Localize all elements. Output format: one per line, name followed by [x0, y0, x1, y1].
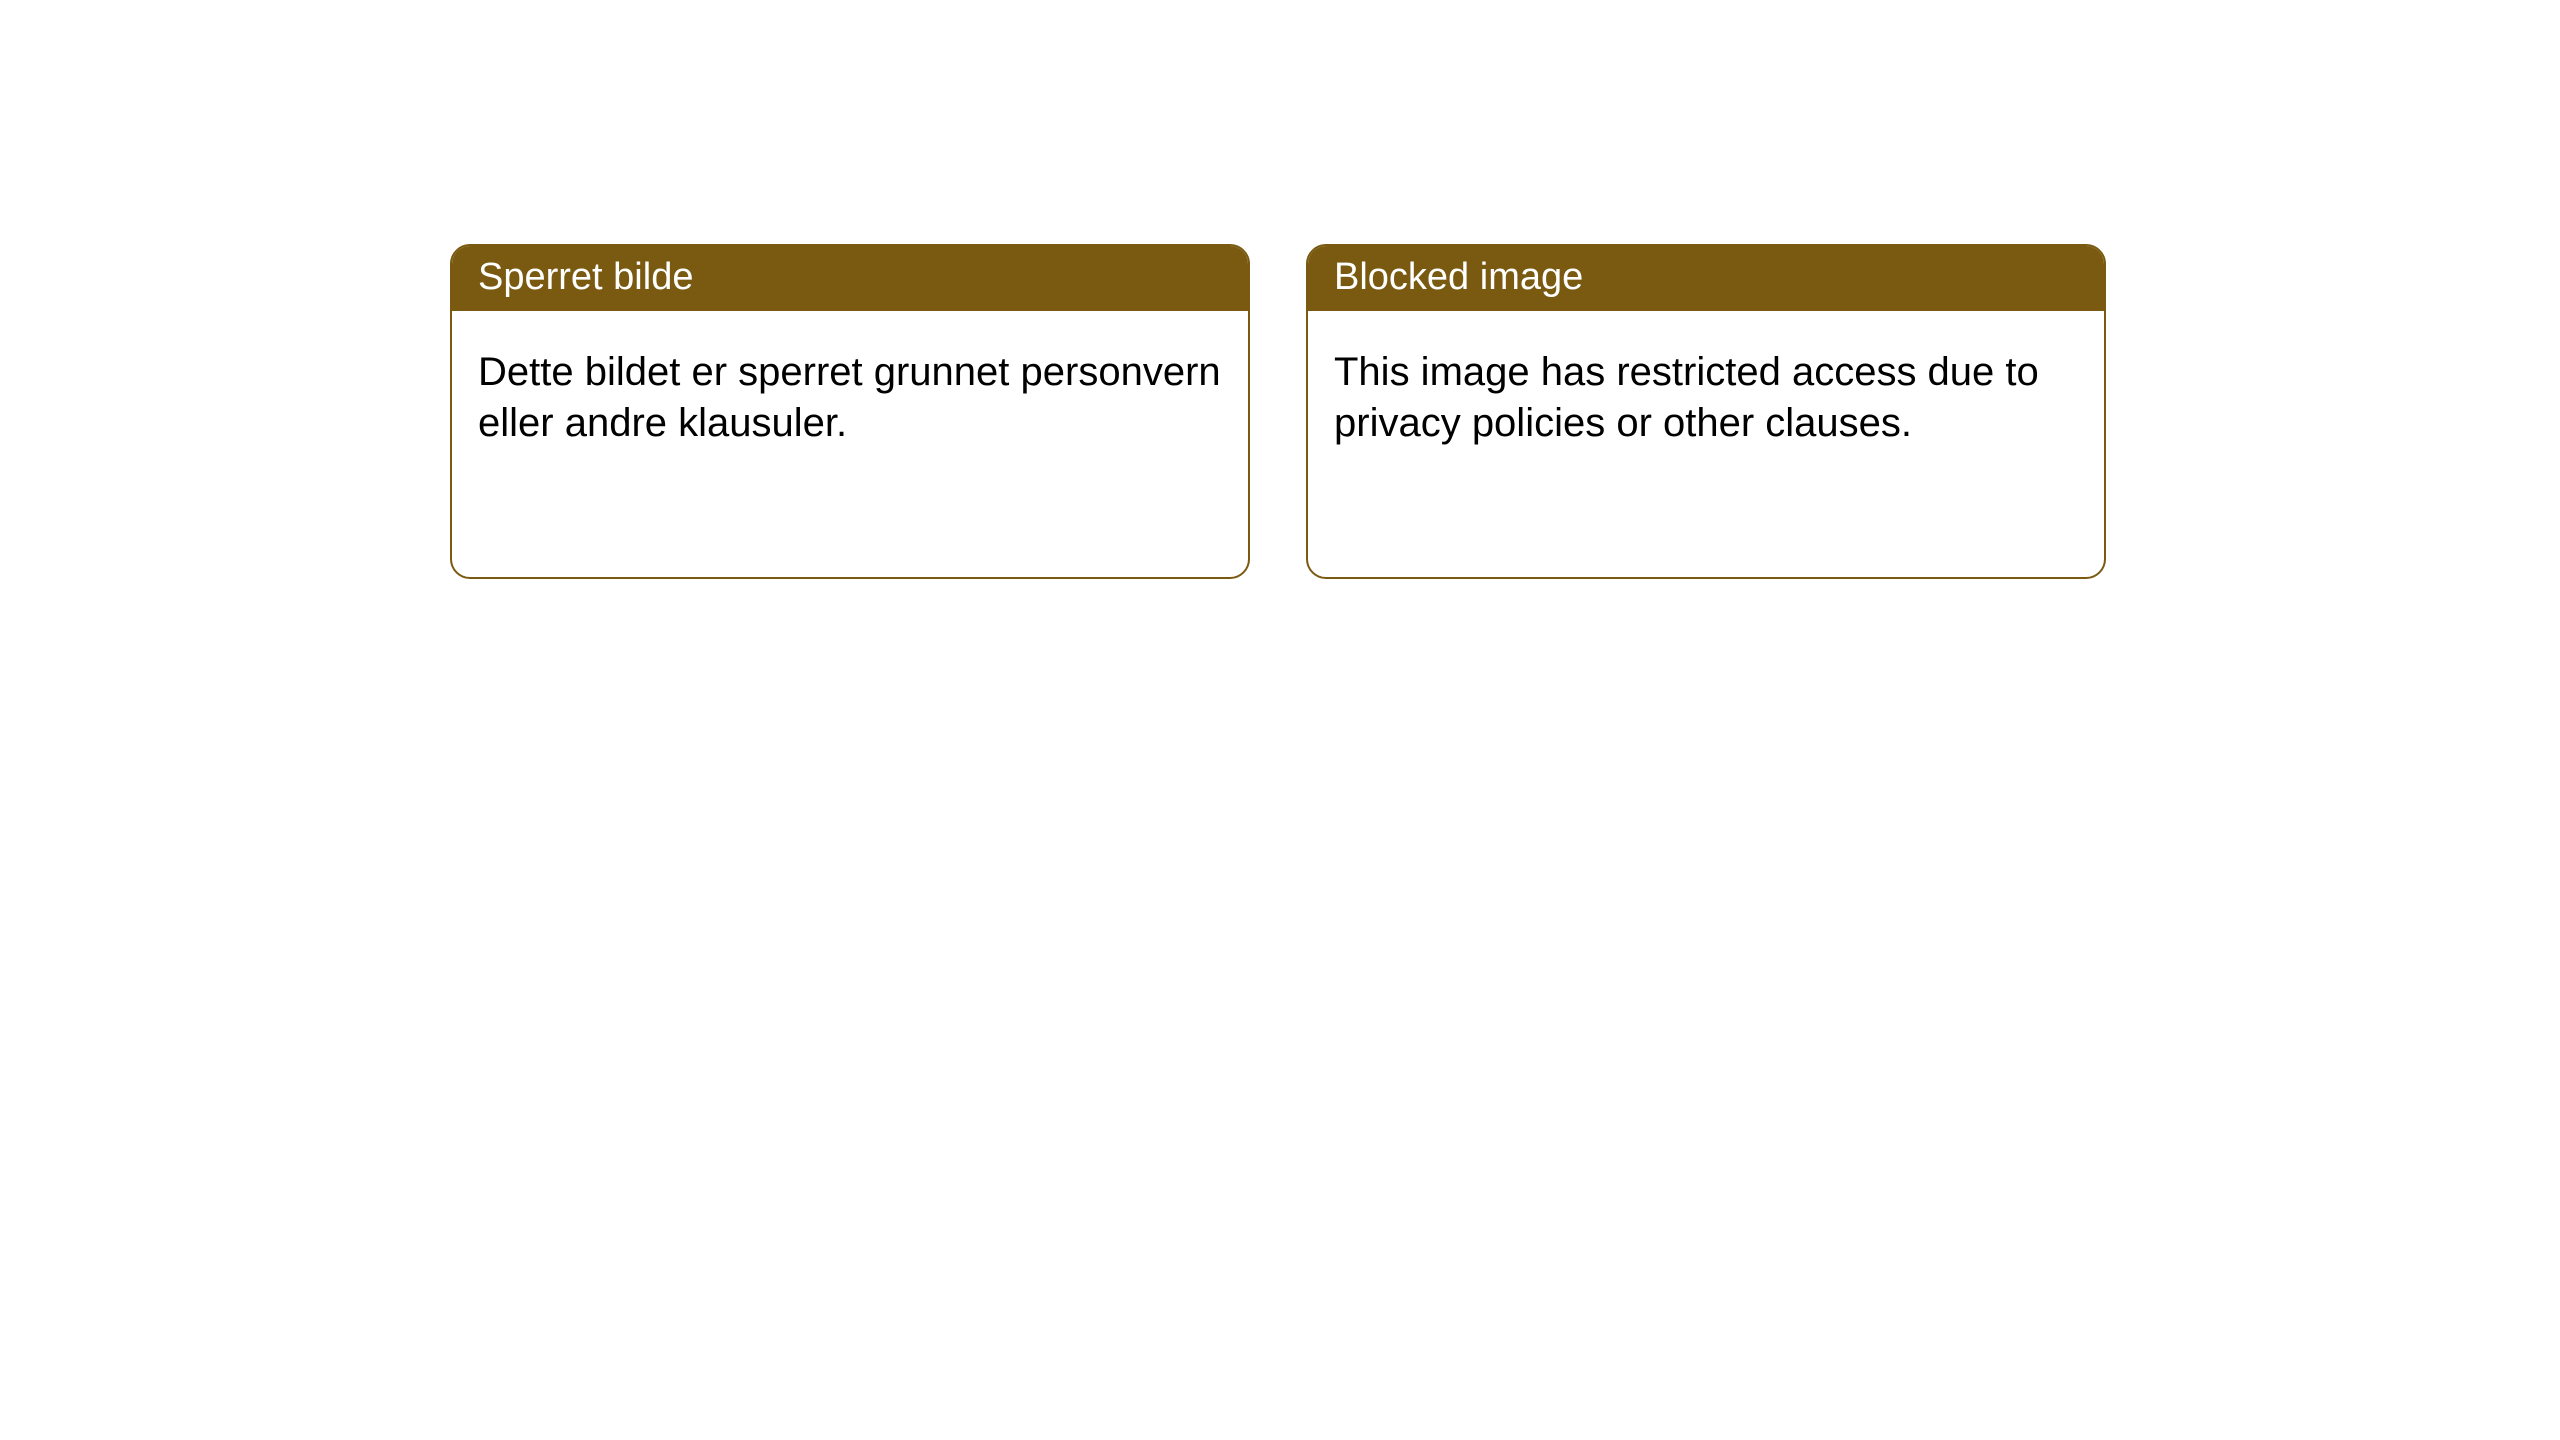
card-title: Blocked image — [1334, 256, 1583, 298]
blocked-image-card-no: Sperret bilde Dette bildet er sperret gr… — [450, 244, 1250, 579]
card-body-text: This image has restricted access due to … — [1334, 350, 2039, 445]
card-header: Sperret bilde — [452, 246, 1248, 311]
notice-container: Sperret bilde Dette bildet er sperret gr… — [0, 0, 2560, 579]
card-body: Dette bildet er sperret grunnet personve… — [452, 311, 1248, 475]
blocked-image-card-en: Blocked image This image has restricted … — [1306, 244, 2106, 579]
card-body-text: Dette bildet er sperret grunnet personve… — [478, 350, 1221, 445]
card-header: Blocked image — [1308, 246, 2104, 311]
card-body: This image has restricted access due to … — [1308, 311, 2104, 475]
card-title: Sperret bilde — [478, 256, 693, 298]
